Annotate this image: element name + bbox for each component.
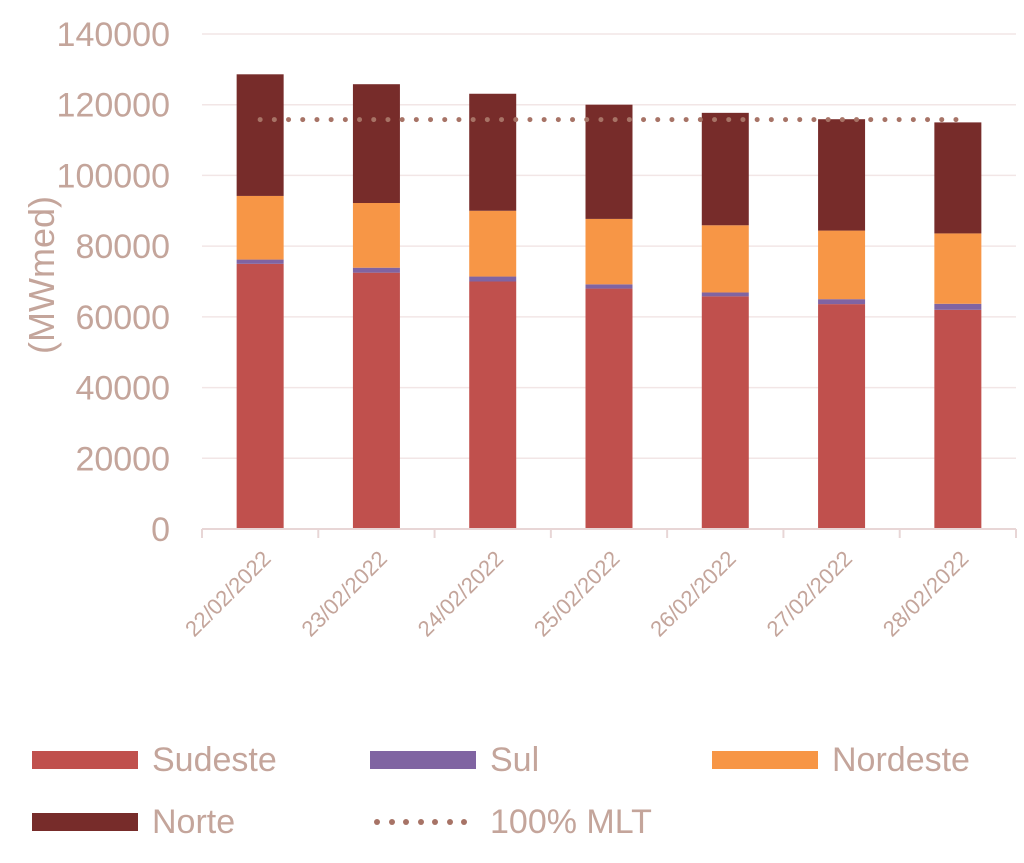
- legend-swatch-sudeste: [32, 751, 138, 769]
- y-tick-label: 40000: [75, 370, 170, 408]
- legend-dot: [374, 819, 380, 825]
- legend-swatch-nordeste: [712, 751, 818, 769]
- bar-norte-1: [236, 74, 284, 196]
- legend-dot: [388, 819, 395, 825]
- bar-nordeste-6: [818, 230, 866, 300]
- legend-dot: [446, 819, 453, 825]
- legend-item-sudeste: Sudeste: [32, 740, 277, 780]
- x-axis-ticks: 22/02/2022 23/02/2022 24/02/2022 25/02/2022…: [180, 546, 973, 642]
- legend-label-sul: Sul: [490, 740, 540, 779]
- legend-swatch-sul: [370, 751, 476, 769]
- bar-sul-4: [585, 284, 633, 289]
- bar-norte-4: [585, 104, 633, 219]
- y-tick-label: 100000: [57, 157, 170, 195]
- x-tick-label: 24/02/2022: [413, 546, 509, 642]
- x-tick-label: 22/02/2022: [180, 546, 276, 642]
- legend-label-mlt: 100% MLT: [490, 802, 652, 841]
- x-tick-label: 25/02/2022: [529, 546, 625, 642]
- bar-nordeste-3: [469, 210, 517, 277]
- legend-label-nordeste: Nordeste: [832, 740, 970, 779]
- y-tick-label: 0: [151, 511, 170, 549]
- bar-sul-7: [934, 303, 982, 310]
- legend-dot: [417, 819, 424, 825]
- legend-dot: [432, 819, 438, 825]
- bar-norte-7: [934, 122, 982, 234]
- bar-sul-2: [352, 267, 400, 273]
- legend-dot: [461, 819, 467, 825]
- bar-nordeste-2: [352, 203, 400, 268]
- y-tick-label: 20000: [75, 440, 170, 478]
- legend: Sudeste Sul Nordeste Norte 100% MLT: [0, 720, 1024, 860]
- bar-sul-3: [469, 276, 517, 282]
- bars: [236, 74, 982, 529]
- bar-nordeste-5: [701, 225, 749, 293]
- x-tick-label: 27/02/2022: [762, 546, 858, 642]
- legend-item-mlt: 100% MLT: [370, 802, 652, 842]
- bar-sudeste-2: [352, 272, 400, 529]
- x-tick-label: 23/02/2022: [296, 546, 392, 642]
- bar-sudeste-5: [701, 296, 749, 529]
- legend-dots-mlt: [370, 813, 476, 831]
- bar-sudeste-6: [818, 304, 866, 529]
- y-axis-ticks: 0 20000 40000 60000 80000 100000 120000 140000: [57, 16, 170, 549]
- bar-norte-2: [352, 84, 400, 204]
- x-tick-label: 28/02/2022: [878, 546, 974, 642]
- bar-norte-5: [701, 112, 749, 226]
- bar-sudeste-4: [585, 288, 633, 529]
- y-axis-label: (MWmed): [21, 196, 62, 354]
- legend-item-sul: Sul: [370, 740, 539, 780]
- bar-nordeste-1: [236, 195, 284, 260]
- x-axis: [201, 528, 1017, 538]
- bar-sudeste-7: [934, 309, 982, 529]
- stacked-bar-chart: 020000400006000080000100000120000140000 …: [21, 16, 1017, 642]
- legend-item-nordeste: Nordeste: [712, 740, 970, 780]
- bar-nordeste-4: [585, 218, 633, 285]
- bar-sul-6: [818, 299, 866, 305]
- bar-sul-5: [701, 292, 749, 297]
- legend-label-sudeste: Sudeste: [152, 740, 277, 779]
- bar-sul-1: [236, 259, 284, 264]
- legend-dot: [403, 819, 409, 825]
- bar-sudeste-1: [236, 263, 284, 529]
- y-tick-label: 140000: [57, 16, 170, 54]
- legend-label-norte: Norte: [152, 802, 236, 841]
- bar-sudeste-3: [469, 281, 517, 529]
- bar-norte-6: [818, 119, 866, 231]
- y-tick-label: 120000: [57, 87, 170, 125]
- legend-item-norte: Norte: [32, 802, 235, 842]
- bar-nordeste-7: [934, 233, 982, 304]
- y-tick-label: 60000: [75, 299, 170, 337]
- legend-swatch-norte: [32, 813, 138, 831]
- bar-norte-3: [469, 93, 517, 211]
- y-tick-label: 80000: [75, 228, 170, 266]
- x-tick-label: 26/02/2022: [645, 546, 741, 642]
